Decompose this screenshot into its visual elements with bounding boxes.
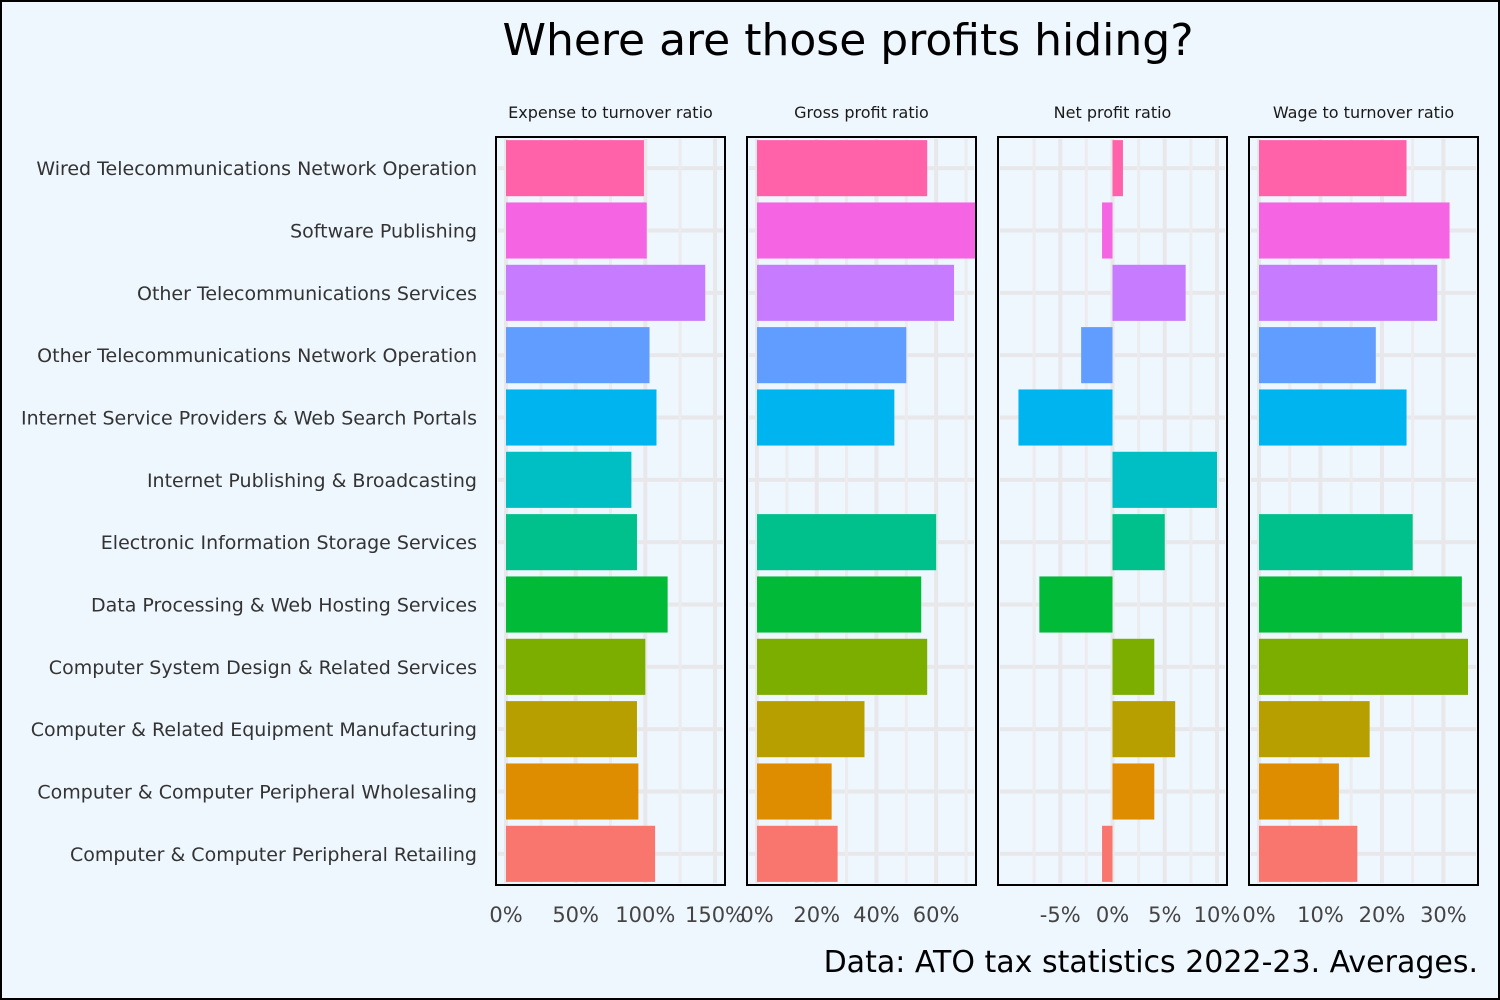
x-tick-label: 30% bbox=[1420, 903, 1467, 927]
panel-4: Wage to turnover ratio 0% 10% 20% 30% bbox=[1242, 103, 1479, 927]
x-tick-label: 5% bbox=[1148, 903, 1181, 927]
bar bbox=[1259, 638, 1468, 695]
bar bbox=[757, 140, 928, 197]
category-label: Data Processing & Web Hosting Services bbox=[91, 595, 477, 617]
category-label: Electronic Information Storage Services bbox=[101, 532, 477, 554]
x-tick-label: -5% bbox=[1040, 903, 1081, 927]
bar bbox=[757, 327, 907, 384]
panel-title: Net profit ratio bbox=[1054, 103, 1172, 122]
category-label: Computer & Related Equipment Manufacturi… bbox=[31, 719, 477, 741]
x-tick-label: 10% bbox=[1194, 903, 1241, 927]
x-tick-label: 10% bbox=[1297, 903, 1344, 927]
x-tick-label: 150% bbox=[685, 903, 745, 927]
x-tick-label: 20% bbox=[1359, 903, 1406, 927]
panel-border bbox=[1248, 136, 1479, 886]
bar bbox=[506, 638, 646, 695]
bar bbox=[506, 327, 650, 384]
bar bbox=[506, 576, 668, 633]
bar bbox=[757, 638, 928, 695]
bar bbox=[506, 140, 644, 197]
bar bbox=[506, 763, 639, 820]
x-tick-label: 0% bbox=[1242, 903, 1275, 927]
bar bbox=[1039, 576, 1113, 633]
bar bbox=[506, 825, 656, 882]
x-tick-label: 40% bbox=[853, 903, 900, 927]
bar bbox=[1102, 202, 1113, 259]
bar bbox=[757, 763, 832, 820]
bar bbox=[1081, 327, 1113, 384]
bar bbox=[1259, 701, 1370, 758]
bar bbox=[1112, 514, 1165, 571]
panel-title: Expense to turnover ratio bbox=[508, 103, 713, 122]
bar bbox=[1259, 264, 1438, 321]
chart-title: Where are those profits hiding? bbox=[502, 15, 1193, 66]
bar bbox=[1259, 140, 1407, 197]
bar bbox=[757, 264, 955, 321]
panel-title: Wage to turnover ratio bbox=[1273, 103, 1454, 122]
bar bbox=[1102, 825, 1113, 882]
panel-3: Net profit ratio -5% 0% 5% 10% bbox=[997, 103, 1241, 927]
x-tick-label: 0% bbox=[1096, 903, 1129, 927]
x-tick-label: 0% bbox=[740, 903, 773, 927]
bar bbox=[1259, 327, 1376, 384]
category-label: Software Publishing bbox=[290, 221, 477, 243]
bar bbox=[1112, 763, 1155, 820]
bar bbox=[506, 701, 637, 758]
bar bbox=[506, 389, 657, 446]
panel-2: Gross profit ratio 0% 20% 40% 60% bbox=[740, 103, 977, 927]
x-tick-label: 50% bbox=[552, 903, 599, 927]
category-labels: Wired Telecommunications Network Operati… bbox=[21, 158, 477, 866]
bar bbox=[506, 514, 637, 571]
category-label: Internet Service Providers & Web Search … bbox=[21, 408, 477, 430]
bar bbox=[1259, 514, 1413, 571]
bar bbox=[506, 202, 647, 259]
panel-border bbox=[746, 136, 977, 886]
x-tick-label: 20% bbox=[793, 903, 840, 927]
panel-title: Gross profit ratio bbox=[794, 103, 929, 122]
x-tick-label: 100% bbox=[615, 903, 675, 927]
chart-caption: Data: ATO tax statistics 2022-23. Averag… bbox=[824, 945, 1478, 980]
bar bbox=[1259, 202, 1450, 259]
bar bbox=[506, 264, 706, 321]
bar bbox=[757, 202, 975, 259]
category-label: Other Telecommunications Services bbox=[137, 283, 477, 305]
bar bbox=[1259, 576, 1462, 633]
bar bbox=[757, 701, 865, 758]
panel-border bbox=[495, 136, 726, 886]
bar bbox=[1112, 638, 1155, 695]
category-label: Other Telecommunications Network Operati… bbox=[37, 345, 477, 367]
bar bbox=[1018, 389, 1113, 446]
category-label: Internet Publishing & Broadcasting bbox=[147, 470, 477, 492]
bar bbox=[1259, 389, 1407, 446]
panel-background bbox=[1249, 137, 1478, 885]
bar bbox=[757, 514, 937, 571]
category-label: Computer & Computer Peripheral Wholesali… bbox=[37, 782, 477, 804]
bar bbox=[1112, 451, 1217, 508]
bar bbox=[1259, 763, 1339, 820]
x-tick-label: 0% bbox=[489, 903, 522, 927]
bar bbox=[1112, 264, 1186, 321]
bar bbox=[757, 825, 838, 882]
bar bbox=[757, 389, 895, 446]
bar bbox=[1112, 140, 1123, 197]
category-label: Computer & Computer Peripheral Retailing bbox=[70, 844, 477, 866]
bar bbox=[1259, 825, 1358, 882]
category-label: Computer System Design & Related Service… bbox=[49, 657, 477, 679]
bar bbox=[757, 576, 922, 633]
category-label: Wired Telecommunications Network Operati… bbox=[36, 158, 477, 180]
bar bbox=[506, 451, 632, 508]
panel-border bbox=[997, 136, 1228, 886]
panel-1: Expense to turnover ratio 0% 50% 100% 150% bbox=[489, 103, 745, 927]
bar bbox=[1112, 701, 1176, 758]
x-tick-label: 60% bbox=[913, 903, 960, 927]
